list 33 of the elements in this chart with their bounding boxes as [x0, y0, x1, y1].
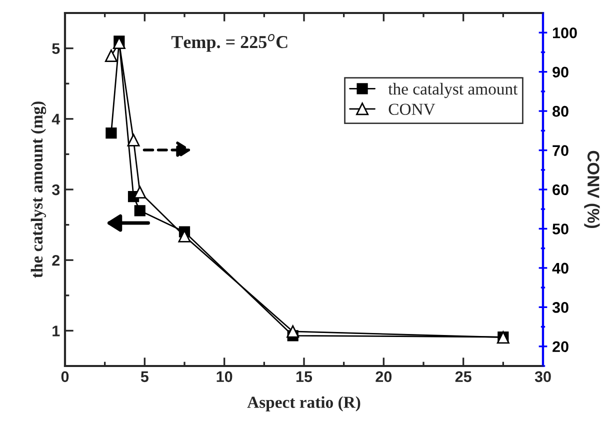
y2-tick-label: 50: [552, 224, 568, 234]
y2-tick-label: 40: [552, 262, 568, 274]
x-axis-title: Aspect ratio (R): [247, 396, 360, 412]
y2-tick-label: 20: [552, 341, 568, 352]
y-tick-label: 1: [52, 326, 60, 336]
x-tick-label: 30: [534, 371, 551, 382]
x-tick-label: 10: [216, 371, 232, 382]
y-tick-label: 2: [52, 254, 60, 266]
y-tick-label: 4: [52, 114, 60, 124]
point: [134, 205, 146, 216]
annotation: Temp. = 225$^{o}$C: [171, 34, 288, 52]
y2-tick-label: 70: [552, 145, 568, 156]
y2-tick-label: 60: [552, 184, 568, 196]
point: [286, 325, 300, 338]
x-tick-label: 25: [455, 371, 472, 382]
y2-tick-label: 90: [552, 66, 568, 78]
point: [106, 127, 117, 139]
y-axis-title: the catalyst amount (mg): [30, 102, 46, 278]
y2-tick-label: 100: [552, 27, 577, 38]
point: [104, 50, 118, 62]
y2-tick-label: 30: [552, 302, 568, 313]
y2-tick-label: 80: [552, 106, 568, 117]
point: [127, 134, 140, 146]
x-tick-label: 20: [376, 371, 392, 382]
legend-label: CONV: [388, 104, 436, 115]
x-tick-label: 15: [296, 371, 312, 382]
y-tick-label: 3: [52, 184, 60, 196]
x-tick-label: 5: [140, 371, 148, 382]
y-tick-label: 5: [52, 43, 60, 54]
legend-label: the catalyst amount: [388, 82, 518, 98]
point: [112, 36, 126, 50]
y2-axis-title: CONV (%): [584, 150, 600, 228]
x-tick-label: 0: [61, 371, 69, 382]
